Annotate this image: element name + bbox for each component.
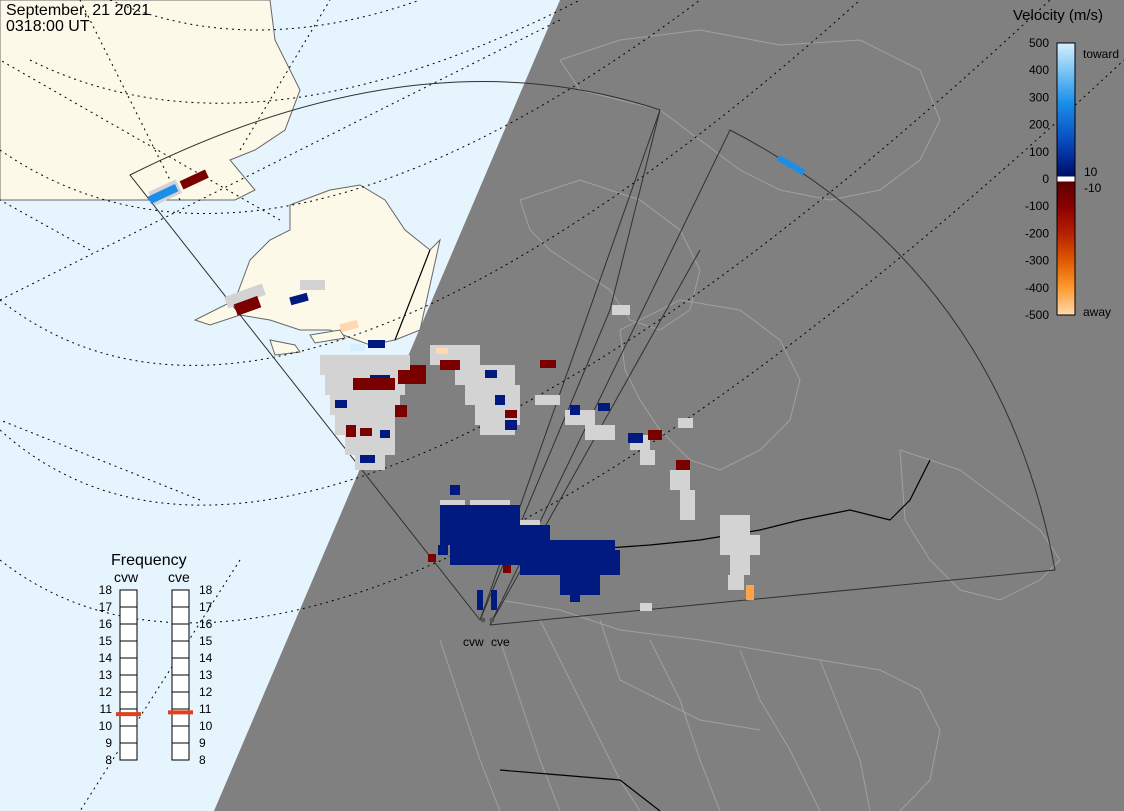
state-line [819,659,871,811]
frequency-tick-label-right: 8 [199,753,206,767]
velocity-ticks: 500 400 300 200 100 0 -100 -200 -300 -400 -500 [1025,36,1049,322]
frequency-tick-label-left: 15 [99,634,113,648]
radar-label-cve: cve [491,635,510,649]
longitude-line [79,559,241,811]
frequency-radar-cve: cve [168,569,190,585]
frequency-tick-label-right: 12 [199,685,213,699]
latitude-circle [29,0,581,104]
velocity-tick-label: -100 [1025,199,1049,213]
hudson-bay-outline [619,299,801,471]
frequency-panel: Frequency cvw cve 18 18 17 17 16 16 15 15 14 14 13… [99,552,213,767]
cut-low-label: -10 [1084,181,1102,195]
velocity-colorbar-gradient [1056,42,1076,316]
fov-beam-line [479,109,661,621]
velocity-tick-label: 500 [1029,36,1049,50]
night-coastlines [439,29,1061,811]
frequency-tick-label-left: 10 [99,719,113,733]
night-region [214,0,1124,811]
velocity-away [179,169,690,573]
frequency-tick-label-right: 18 [199,583,213,597]
radar-site-cve [489,617,495,623]
frequency-tick-label-left: 9 [105,736,112,750]
island [269,339,301,356]
velocity-tick-label: 0 [1042,172,1049,186]
black-borders [394,249,931,811]
state-line [599,619,761,731]
away-label: away [1083,305,1111,319]
radar-sites: cvw cve [463,617,510,649]
longitude-line [239,0,331,151]
east-coast-outline [899,449,1061,601]
latitude-circle [0,59,1124,624]
frequency-tick-label-left: 17 [99,600,113,614]
alaska-border [394,249,431,341]
state-line [439,639,501,811]
frequency-tick-label-right: 14 [199,651,213,665]
frequency-tick-label-left: 8 [105,753,112,767]
velocity-tick-label: 100 [1029,145,1049,159]
longitude-line [79,0,181,201]
velocity-tick-label: -400 [1025,281,1049,295]
radar-site-cvw [480,617,486,623]
state-line [649,639,721,811]
toward-label: toward [1083,47,1119,61]
frequency-tick-label-right: 11 [199,702,212,716]
frequency-tick-label-right: 17 [199,600,213,614]
latitude-circle [109,0,421,31]
frequency-radar-cvw: cvw [114,569,139,585]
frequency-indicators [116,710,193,717]
frequency-tick-label-left: 18 [99,583,113,597]
frequency-tick-label-right: 16 [199,617,213,631]
frequency-tick-label-right: 13 [199,668,213,682]
greenland-outline [559,29,941,201]
frequency-ticks: 18 18 17 17 16 16 15 15 14 14 13 13 12 12 11 11 10 10 9 9 8 8 [99,583,213,767]
frequency-tick-label-right: 9 [199,736,206,750]
longitude-line [0,199,91,251]
longitude-line [0,19,561,301]
velocity-toward-light [147,154,806,351]
arctic-islands-outline [519,179,701,331]
velocity-colorbar: Velocity (m/s) 500 400 300 200 100 0 -100 -200 -… [1013,7,1119,322]
velocity-away-light [339,319,754,600]
velocity-tick-label: 300 [1029,90,1049,104]
latitude-circle [0,0,1051,506]
velocity-title: Velocity (m/s) [1013,7,1103,24]
latitude-circle [0,0,701,214]
frequency-tick-label-left: 11 [100,702,113,716]
latitude-circle [0,0,861,366]
state-line [499,639,561,811]
canada-us-border [579,459,931,551]
velocity-tick-label: 400 [1029,63,1049,77]
velocity-tick-label: -500 [1025,308,1049,322]
frequency-tick-label-left: 12 [99,685,113,699]
frequency-title: Frequency [111,552,187,569]
velocity-tick-label: -200 [1025,226,1049,240]
radar-label-cvw: cvw [463,635,484,649]
state-line [539,619,641,811]
cut-high-label: 10 [1084,165,1098,179]
date-label: September, 21 2021 [6,2,151,19]
island [309,329,346,344]
frequency-tick-label-right: 10 [199,719,213,733]
mexico-border [499,769,661,811]
fov-cvw [129,81,661,621]
frequency-tick-label-left: 13 [99,668,113,682]
time-label: 0318:00 UT [6,18,90,35]
state-line [739,649,821,811]
velocity-tick-label: 200 [1029,118,1049,132]
frequency-tick-label-left: 16 [99,617,113,631]
frequency-tick-label-left: 14 [99,651,113,665]
frequency-tick-label-right: 15 [199,634,213,648]
velocity-tick-label: -300 [1025,254,1049,268]
